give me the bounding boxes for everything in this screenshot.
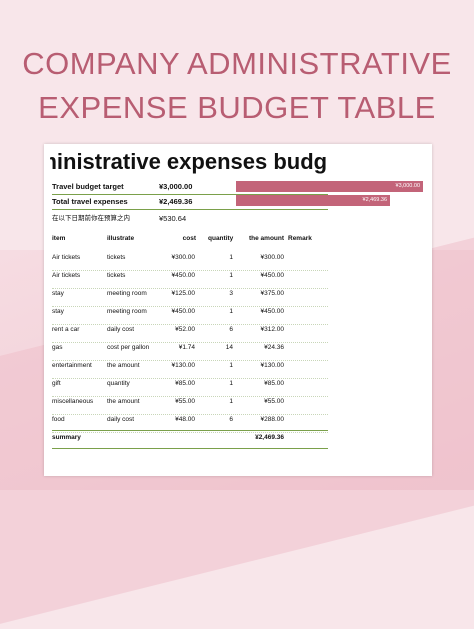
total-travel-value: ¥2,469.36: [159, 197, 193, 206]
cell-item: gas: [52, 344, 63, 351]
cell-cost: ¥300.00: [171, 254, 196, 261]
header-remark: Remark: [288, 235, 312, 242]
cell-item: gift: [52, 380, 61, 387]
cell-quantity: 6: [229, 416, 233, 423]
cell-illustrate: meeting room: [107, 308, 147, 315]
sheet-title: Administrative expenses budg: [50, 149, 326, 174]
cell-quantity: 1: [229, 254, 233, 261]
budget-bar: ¥3,000.00: [236, 181, 423, 192]
cell-quantity: 1: [229, 308, 233, 315]
spreadsheet-preview: Administrative expenses budg Travel budg…: [44, 144, 432, 476]
cell-item: stay: [52, 290, 64, 297]
summary-row: summary ¥2,469.36: [52, 434, 328, 446]
cell-amount: ¥288.00: [260, 416, 285, 423]
table-row: stay meeting room ¥450.00 1 ¥450.00: [52, 306, 328, 325]
cell-quantity: 14: [225, 344, 233, 351]
expense-bar: ¥2,469.36: [236, 195, 390, 206]
cell-amount: ¥300.00: [260, 254, 285, 261]
cell-cost: ¥450.00: [171, 308, 196, 315]
cell-amount: ¥450.00: [260, 272, 285, 279]
header-illustrate: illustrate: [107, 235, 135, 242]
table-row: food daily cost ¥48.00 6 ¥288.00: [52, 414, 328, 433]
cell-illustrate: cost per gallon: [107, 344, 150, 351]
cell-quantity: 1: [229, 272, 233, 279]
travel-budget-label: Travel budget target: [52, 182, 124, 191]
cell-cost: ¥85.00: [175, 380, 195, 387]
header-item: item: [52, 235, 66, 242]
header-amount: the amount: [249, 235, 285, 242]
cell-item: food: [52, 416, 65, 423]
remaining-value: ¥530.64: [159, 214, 187, 223]
divider: [52, 448, 328, 449]
cell-cost: ¥48.00: [175, 416, 195, 423]
cell-item: miscellaneous: [52, 398, 94, 405]
cell-amount: ¥24.36: [264, 344, 284, 351]
cell-item: Air tickets: [52, 254, 81, 261]
header-quantity: quantity: [208, 235, 234, 242]
header-cost: cost: [182, 235, 196, 242]
divider: [52, 209, 328, 210]
divider: [52, 194, 328, 195]
summary-value: ¥2,469.36: [255, 434, 284, 441]
cell-cost: ¥125.00: [171, 290, 196, 297]
cell-quantity: 3: [229, 290, 233, 297]
table-row: gift quantity ¥85.00 1 ¥85.00: [52, 378, 328, 397]
cell-illustrate: quantity: [107, 380, 130, 387]
table-row: miscellaneous the amount ¥55.00 1 ¥55.00: [52, 396, 328, 415]
cell-cost: ¥52.00: [175, 326, 195, 333]
cell-quantity: 6: [229, 326, 233, 333]
cell-illustrate: the amount: [107, 398, 140, 405]
cell-quantity: 1: [229, 380, 233, 387]
table-row: gas cost per gallon ¥1.74 14 ¥24.36: [52, 342, 328, 361]
table-row: rent a car daily cost ¥52.00 6 ¥312.00: [52, 324, 328, 343]
cell-amount: ¥130.00: [260, 362, 285, 369]
cell-item: entertainment: [52, 362, 92, 369]
table-row: entertainment the amount ¥130.00 1 ¥130.…: [52, 360, 328, 379]
cell-item: stay: [52, 308, 64, 315]
cell-illustrate: daily cost: [107, 416, 135, 423]
table-header: item illustrate cost quantity the amount…: [52, 235, 328, 247]
cell-quantity: 1: [229, 398, 233, 405]
summary-label: summary: [52, 434, 81, 441]
page-title-line-2: EXPENSE BUDGET TABLE: [38, 90, 436, 125]
divider: [52, 430, 328, 431]
cell-amount: ¥450.00: [260, 308, 285, 315]
page-title-line-1: COMPANY ADMINISTRATIVE: [22, 46, 452, 81]
table-row: stay meeting room ¥125.00 3 ¥375.00: [52, 288, 328, 307]
cell-illustrate: the amount: [107, 362, 140, 369]
cell-cost: ¥1.74: [178, 344, 195, 351]
total-travel-label: Total travel expenses: [52, 197, 128, 206]
cell-amount: ¥312.00: [260, 326, 285, 333]
cell-amount: ¥55.00: [264, 398, 284, 405]
cell-cost: ¥55.00: [175, 398, 195, 405]
cell-amount: ¥375.00: [260, 290, 285, 297]
cell-illustrate: tickets: [107, 272, 126, 279]
cell-illustrate: tickets: [107, 254, 126, 261]
cell-item: rent a car: [52, 326, 80, 333]
cell-item: Air tickets: [52, 272, 81, 279]
cell-amount: ¥85.00: [264, 380, 284, 387]
cell-cost: ¥450.00: [171, 272, 196, 279]
cell-illustrate: meeting room: [107, 290, 147, 297]
table-row: Air tickets tickets ¥300.00 1 ¥300.00: [52, 252, 328, 271]
travel-budget-value: ¥3,000.00: [159, 182, 193, 191]
table-row: Air tickets tickets ¥450.00 1 ¥450.00: [52, 270, 328, 289]
remaining-label: 在以下日期前你在预算之内: [52, 215, 130, 222]
cell-quantity: 1: [229, 362, 233, 369]
cell-cost: ¥130.00: [171, 362, 196, 369]
cell-illustrate: daily cost: [107, 326, 135, 333]
